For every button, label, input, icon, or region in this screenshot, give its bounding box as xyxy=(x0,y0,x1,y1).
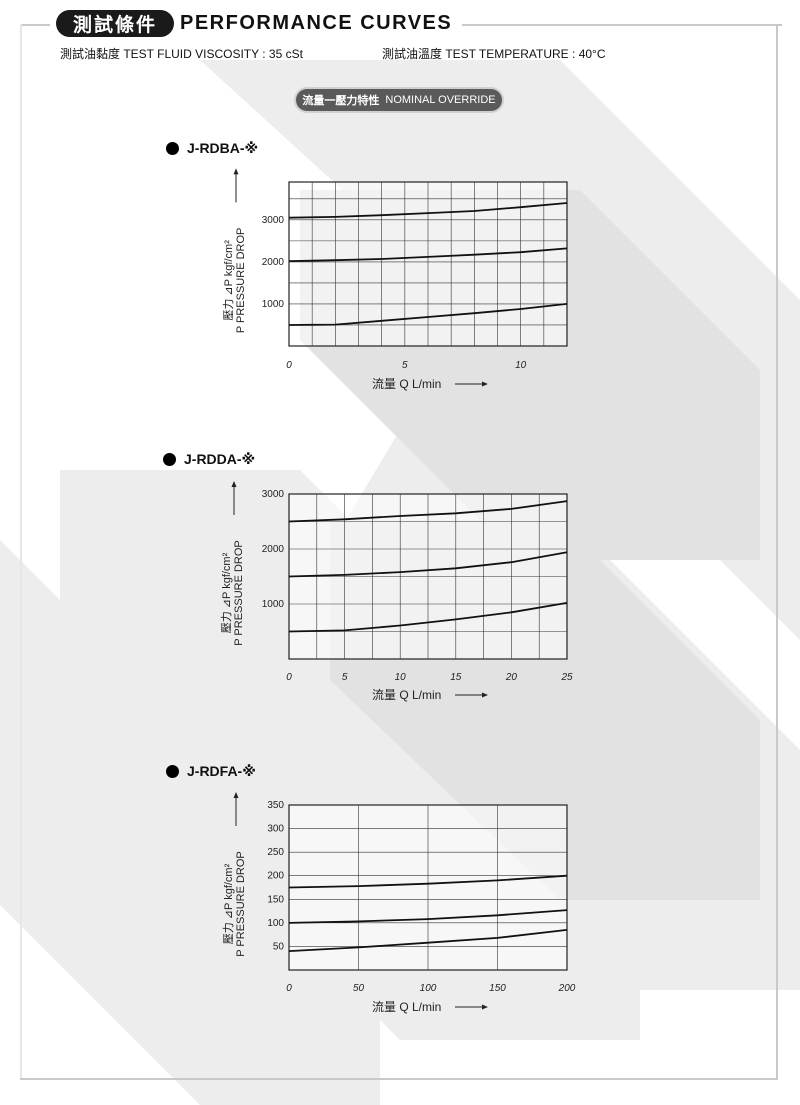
y-tick-label: 200 xyxy=(267,871,284,882)
frame-right xyxy=(776,24,778,1080)
x-tick-label: 20 xyxy=(505,672,518,683)
model-name: J-RDDA-※ xyxy=(184,451,256,467)
model-label-3: J-RDFA-※ xyxy=(166,763,256,780)
model-name: J-RDFA-※ xyxy=(187,763,256,779)
bullet-icon xyxy=(163,453,176,466)
section-pill: 流量一壓力特性 NOMINAL OVERRIDE xyxy=(296,89,502,111)
x-axis-arrow-head xyxy=(482,381,488,387)
y-tick-label: 150 xyxy=(267,894,284,905)
x-axis-label: 流量 Q L/min xyxy=(372,1000,441,1014)
y-axis-label-cn: 壓力 ⊿P kgf/cm² xyxy=(220,552,233,633)
x-axis-arrow-head xyxy=(482,1004,488,1010)
series-line-2 xyxy=(288,247,568,262)
model-label-2: J-RDDA-※ xyxy=(163,451,255,468)
series-line-1 xyxy=(288,202,568,219)
x-tick-label: 25 xyxy=(560,672,573,683)
y-axis-arrow-head xyxy=(233,792,239,798)
y-axis-arrow-head xyxy=(233,168,239,175)
series-line-3 xyxy=(288,303,568,326)
header-badge: 測試條件 xyxy=(56,10,174,37)
y-tick-label: 2000 xyxy=(262,257,285,268)
x-tick-label: 5 xyxy=(402,360,408,371)
y-axis-label-en: P PRESSURE DROP xyxy=(235,228,247,334)
y-tick-label: 2000 xyxy=(262,544,285,555)
y-tick-label: 350 xyxy=(267,800,284,811)
y-tick-label: 3000 xyxy=(262,215,285,226)
frame-top-left xyxy=(20,24,50,26)
section-title-en: NOMINAL OVERRIDE xyxy=(385,94,496,106)
bullet-icon xyxy=(166,142,179,155)
y-axis-label-cn: 壓力 ⊿P kgf/cm² xyxy=(222,863,235,944)
x-tick-label: 0 xyxy=(286,360,292,371)
series-line-3 xyxy=(288,929,568,952)
x-tick-label: 0 xyxy=(286,983,292,994)
y-tick-label: 100 xyxy=(267,918,284,929)
series-line-2 xyxy=(288,551,568,578)
x-axis-arrow-head xyxy=(482,692,488,698)
y-tick-label: 1000 xyxy=(262,599,285,610)
page-title: PERFORMANCE CURVES xyxy=(180,12,453,34)
series-line-1 xyxy=(288,500,568,523)
x-tick-label: 150 xyxy=(489,983,506,994)
x-tick-label: 15 xyxy=(450,672,462,683)
bullet-icon xyxy=(166,765,179,778)
frame-bottom xyxy=(20,1078,778,1080)
model-label-1: J-RDBA-※ xyxy=(166,140,258,157)
temperature-condition: 測試油溫度 TEST TEMPERATURE : 40°C xyxy=(382,47,606,61)
x-tick-label: 10 xyxy=(395,672,407,683)
y-axis-label-en: P PRESSURE DROP xyxy=(235,851,247,957)
x-tick-label: 100 xyxy=(420,983,437,994)
series-line-1 xyxy=(288,874,568,889)
viscosity-condition: 測試油黏度 TEST FLUID VISCOSITY : 35 cSt xyxy=(60,47,303,61)
x-axis-label: 流量 Q L/min xyxy=(372,377,441,391)
x-tick-label: 0 xyxy=(286,672,292,683)
x-tick-label: 200 xyxy=(558,983,576,994)
series-line-3 xyxy=(288,602,568,633)
y-tick-label: 3000 xyxy=(262,489,285,500)
model-name: J-RDBA-※ xyxy=(187,140,259,156)
frame-left xyxy=(20,24,22,1080)
y-axis-arrow-head xyxy=(231,481,237,487)
x-tick-label: 5 xyxy=(342,672,348,683)
y-axis-label-cn: 壓力 ⊿P kgf/cm² xyxy=(222,240,235,321)
series-line-2 xyxy=(288,909,568,924)
x-tick-label: 50 xyxy=(353,983,365,994)
frame-top-right xyxy=(462,24,782,26)
x-axis-label: 流量 Q L/min xyxy=(372,688,441,702)
section-title-cn: 流量一壓力特性 xyxy=(302,95,380,107)
y-tick-label: 1000 xyxy=(262,299,285,310)
y-axis-label-en: P PRESSURE DROP xyxy=(233,540,245,646)
y-tick-label: 250 xyxy=(267,847,284,858)
y-tick-label: 300 xyxy=(267,824,284,835)
y-tick-label: 50 xyxy=(273,941,285,952)
x-tick-label: 10 xyxy=(515,360,527,371)
